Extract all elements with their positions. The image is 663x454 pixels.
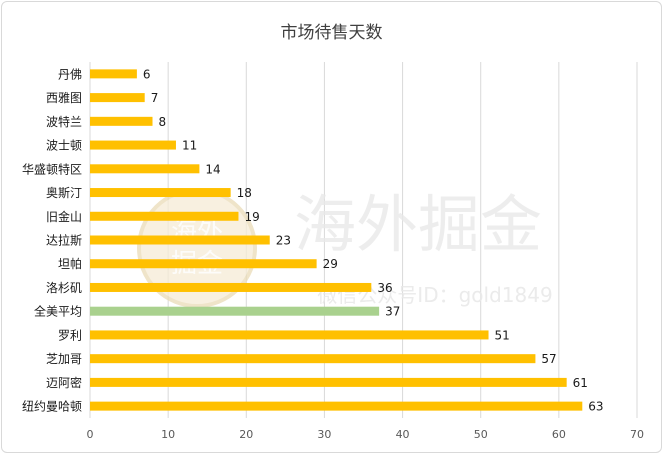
x-tick-label-1: 10 bbox=[161, 428, 175, 441]
category-label-6: 旧金山 bbox=[46, 209, 82, 224]
category-label-4: 华盛顿特区 bbox=[22, 161, 82, 176]
bar-8 bbox=[90, 259, 317, 269]
x-tick-label-4: 40 bbox=[396, 428, 410, 441]
category-label-8: 坦帕 bbox=[58, 256, 82, 271]
bar-5 bbox=[90, 188, 231, 198]
value-label-10: 37 bbox=[385, 305, 400, 319]
value-label-6: 19 bbox=[244, 210, 259, 224]
x-tick-labels: 0 10 20 30 40 50 60 70 bbox=[87, 428, 645, 441]
value-label-8: 29 bbox=[323, 257, 338, 271]
category-label-5: 奥斯汀 bbox=[46, 186, 82, 200]
x-tick-label-6: 60 bbox=[552, 428, 566, 441]
bar-13 bbox=[90, 377, 567, 387]
value-label-1: 7 bbox=[151, 91, 159, 105]
category-label-1: 西雅图 bbox=[46, 90, 82, 105]
bar-0 bbox=[90, 69, 137, 79]
category-label-14: 纽约曼哈顿 bbox=[22, 399, 82, 414]
bar-6 bbox=[90, 211, 239, 221]
value-label-0: 6 bbox=[143, 67, 151, 81]
bar-9 bbox=[90, 282, 372, 292]
value-label-11: 51 bbox=[495, 328, 510, 342]
value-label-12: 57 bbox=[541, 352, 556, 366]
category-label-3: 波士顿 bbox=[46, 139, 82, 153]
bar-3 bbox=[90, 140, 176, 150]
bar-1 bbox=[90, 93, 145, 103]
category-label-7: 达拉斯 bbox=[46, 233, 82, 248]
watermark-main-text: 海外掘金 bbox=[294, 188, 542, 261]
category-labels: 丹佛西雅图波特兰波士顿华盛顿特区奥斯汀旧金山达拉斯坦帕洛杉矶全美平均罗利芝加哥迈… bbox=[22, 67, 82, 413]
bars bbox=[90, 69, 583, 411]
value-label-7: 23 bbox=[276, 234, 291, 248]
category-label-10: 全美平均 bbox=[34, 304, 82, 319]
value-label-14: 63 bbox=[588, 400, 603, 414]
bar-2 bbox=[90, 116, 153, 126]
category-label-2: 波特兰 bbox=[46, 114, 82, 129]
x-tick-label-0: 0 bbox=[87, 428, 94, 441]
x-tick-label-7: 70 bbox=[630, 428, 644, 441]
category-label-9: 洛杉矶 bbox=[46, 280, 82, 295]
bar-11 bbox=[90, 330, 489, 340]
category-label-13: 迈阿密 bbox=[46, 375, 82, 390]
bar-14 bbox=[90, 401, 583, 411]
x-tick-label-3: 30 bbox=[317, 428, 331, 441]
category-label-12: 芝加哥 bbox=[46, 351, 82, 366]
x-tick-label-5: 50 bbox=[474, 428, 488, 441]
bar-10 bbox=[90, 306, 380, 316]
x-tick-label-2: 20 bbox=[239, 428, 253, 441]
bar-4 bbox=[90, 164, 200, 174]
value-label-2: 8 bbox=[159, 115, 167, 129]
value-label-5: 18 bbox=[237, 186, 252, 200]
chart-title: 市场待售天数 bbox=[280, 23, 383, 43]
bar-7 bbox=[90, 235, 270, 245]
category-label-11: 罗利 bbox=[58, 328, 82, 342]
value-label-13: 61 bbox=[573, 376, 588, 390]
value-label-9: 36 bbox=[377, 281, 392, 295]
category-label-0: 丹佛 bbox=[58, 67, 82, 81]
value-label-3: 11 bbox=[182, 139, 197, 153]
bar-12 bbox=[90, 354, 536, 364]
value-label-4: 14 bbox=[205, 162, 220, 176]
